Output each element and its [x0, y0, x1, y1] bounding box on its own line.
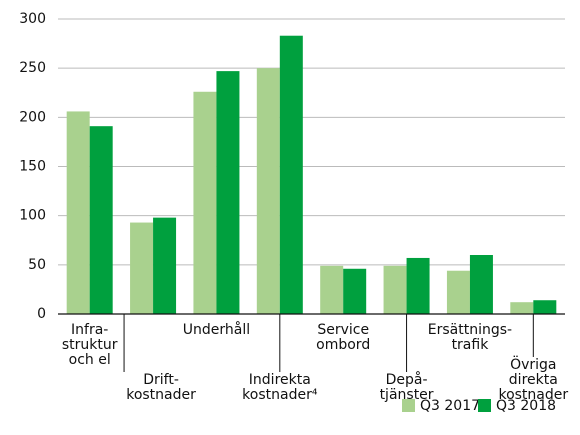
x-tick-label: Övriga [510, 355, 556, 373]
x-tick-label: Depå- [386, 371, 428, 388]
bar [130, 222, 154, 314]
x-tick-label: ombord [316, 337, 370, 353]
x-tick-label: och el [69, 352, 111, 368]
bar [153, 217, 177, 314]
bar [89, 126, 113, 314]
y-tick-label: 150 [19, 159, 46, 175]
x-tick-label: Underhåll [183, 321, 250, 338]
bar [510, 302, 534, 314]
x-tick-label: Ersättnings- [428, 322, 512, 338]
y-tick-label: 250 [19, 60, 46, 76]
legend-label: Q3 2018 [496, 398, 556, 414]
bar [533, 300, 557, 314]
bar [446, 270, 470, 314]
x-tick-label: Drift- [143, 372, 179, 388]
y-tick-label: 100 [19, 208, 46, 224]
legend-label: Q3 2017 [420, 398, 480, 414]
x-tick-label: direkta [509, 372, 558, 388]
bar [66, 111, 90, 314]
x-tick-label: tjänster [380, 387, 434, 403]
x-tick-label: Infra- [71, 322, 108, 338]
x-tick-label: struktur [62, 337, 118, 353]
x-tick-label: kostnader⁴ [242, 387, 318, 403]
x-tick-label: trafik [452, 337, 490, 353]
bar [383, 265, 407, 314]
bar [256, 68, 280, 315]
bar [279, 35, 303, 314]
bar [216, 71, 240, 314]
x-tick-label: Indirekta [249, 372, 311, 388]
legend-swatch [478, 399, 491, 412]
bar [343, 268, 367, 314]
bar [193, 91, 217, 315]
x-tick-label: kostnader [126, 387, 196, 403]
bar [406, 257, 430, 314]
y-tick-label: 50 [28, 257, 46, 273]
legend-swatch [402, 399, 415, 412]
bar [469, 255, 493, 314]
bar [320, 265, 344, 314]
y-tick-label: 200 [19, 109, 46, 125]
y-tick-label: 300 [19, 11, 46, 27]
y-tick-label: 0 [37, 306, 46, 322]
x-tick-label: Service [317, 322, 369, 338]
x-tick-label: kostnader [498, 387, 568, 403]
